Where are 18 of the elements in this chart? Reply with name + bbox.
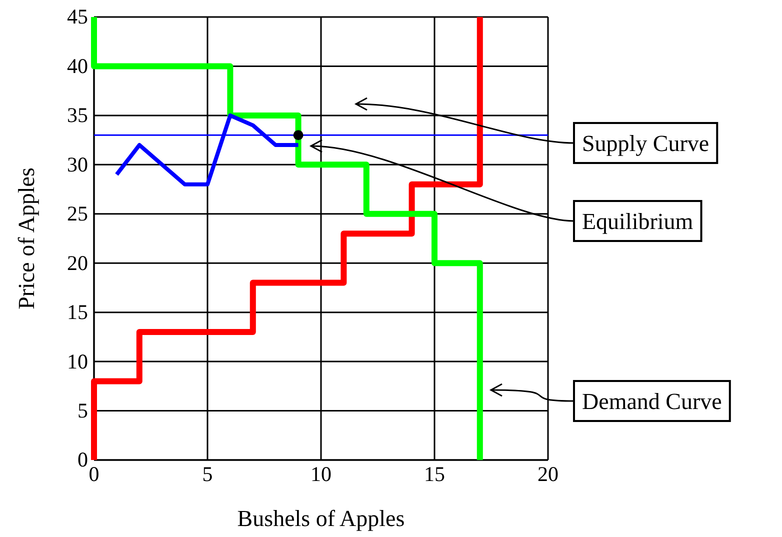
- y-tick-label: 25: [67, 202, 88, 226]
- y-tick-label: 5: [78, 398, 88, 422]
- y-tick-label: 15: [67, 300, 88, 324]
- x-tick-label: 15: [424, 462, 445, 486]
- y-tick-label: 35: [67, 103, 88, 128]
- y-tick-label: 20: [67, 250, 88, 275]
- text: Equilibrium: [582, 209, 694, 234]
- text: Supply Curve: [582, 131, 710, 156]
- y-tick-label: 40: [67, 54, 88, 78]
- y-axis-title: Price of Apples: [14, 168, 39, 310]
- x-tick-label: 10: [310, 462, 332, 486]
- text: Demand Curve: [582, 389, 722, 414]
- y-tick-label: 45: [67, 4, 88, 29]
- x-tick-label: 5: [202, 462, 213, 486]
- x-axis-title: Bushels of Apples: [237, 506, 405, 531]
- y-tick-label: 10: [67, 349, 88, 374]
- x-tick-label: 20: [538, 462, 558, 486]
- y-tick-label: 30: [67, 152, 88, 176]
